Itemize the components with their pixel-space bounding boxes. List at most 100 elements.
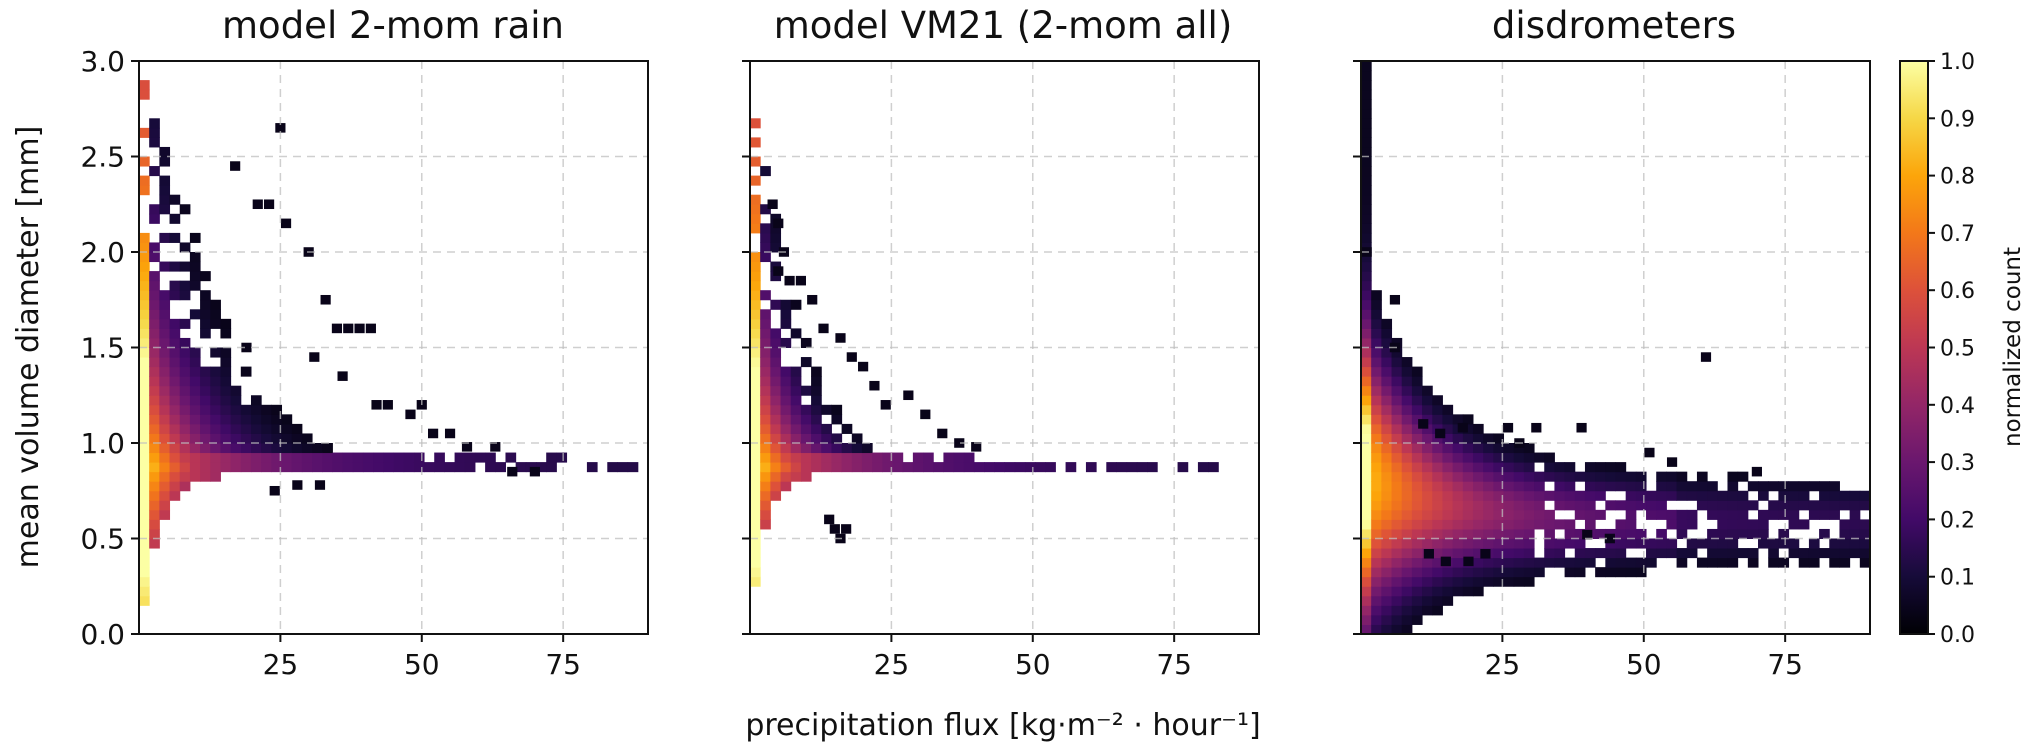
heatmap-cell <box>1615 500 1627 511</box>
heatmap-cell <box>1371 528 1382 539</box>
heatmap-cell <box>750 366 761 377</box>
heatmap-cell <box>1422 509 1433 520</box>
heatmap-cell <box>1859 500 1871 511</box>
heatmap-cell <box>159 385 171 396</box>
heatmap-cell <box>139 519 150 530</box>
heatmap-cell <box>1747 519 1759 530</box>
heatmap-cell <box>1483 443 1494 454</box>
heatmap-cell <box>1411 538 1423 549</box>
heatmap-cell <box>1625 538 1637 549</box>
heatmap-cell <box>1788 509 1800 520</box>
heatmap-cell <box>1676 528 1688 539</box>
heatmap-cell <box>159 509 171 520</box>
heatmap-cell <box>230 161 241 171</box>
heatmap-cell <box>220 462 232 473</box>
heatmap-cell <box>149 509 160 520</box>
heatmap-cell <box>1361 347 1372 358</box>
heatmap-cell <box>393 452 405 463</box>
heatmap-cell <box>1686 548 1698 559</box>
heatmap-cell <box>1401 595 1413 606</box>
heatmap-cells <box>750 118 1219 587</box>
heatmap-cell <box>179 395 191 406</box>
heatmap-cell <box>1819 509 1830 520</box>
heatmap-cell <box>149 242 160 253</box>
heatmap-cell <box>240 366 252 377</box>
heatmap-cell <box>750 395 761 406</box>
heatmap-cell <box>1361 252 1372 263</box>
heatmap-cell <box>1635 500 1647 511</box>
heatmap-cell <box>831 414 843 425</box>
heatmap-cell <box>750 337 761 348</box>
plot-frame <box>1360 60 1871 635</box>
heatmap-cell <box>1401 576 1413 587</box>
heatmap-cell <box>1808 509 1820 520</box>
heatmap-cell <box>750 443 761 454</box>
heatmap-cell <box>149 395 160 406</box>
heatmap-cell <box>790 423 802 434</box>
heatmap-cell <box>1065 462 1077 473</box>
heatmap-cell <box>464 452 476 463</box>
heatmap-cell <box>200 414 211 425</box>
heatmap-cell <box>1615 557 1627 568</box>
heatmap-cell <box>1371 481 1382 492</box>
heatmap-cell <box>760 423 771 434</box>
heatmap-cell <box>831 433 843 444</box>
heatmap-cell <box>767 199 778 210</box>
heatmap-cell <box>760 471 771 482</box>
heatmap-cell <box>750 194 761 205</box>
heatmap-cell <box>1798 481 1810 492</box>
heatmap-cell <box>220 395 232 406</box>
heatmap-cell <box>1635 481 1647 492</box>
heatmap-cell <box>1523 576 1535 587</box>
heatmap-cell <box>1534 519 1545 530</box>
heatmap-cell <box>1778 490 1790 501</box>
heatmap-cell <box>1452 509 1464 520</box>
heatmap-cells <box>1361 61 1871 635</box>
heatmap-cell <box>200 299 211 310</box>
heatmap-cell <box>1605 500 1616 511</box>
heatmap-cell <box>760 252 771 263</box>
heatmap-cell <box>189 232 201 243</box>
heatmap-cell <box>1411 576 1423 587</box>
heatmap-cell <box>269 485 280 496</box>
heatmap-cell <box>529 466 540 477</box>
heatmap-cell <box>149 290 160 301</box>
heatmap-cell <box>1411 443 1423 454</box>
heatmap-cell <box>159 146 171 157</box>
heatmap-cell <box>159 490 171 501</box>
heatmap-cell <box>770 328 782 339</box>
heatmap-cell <box>1849 519 1861 530</box>
heatmap-cell <box>760 509 771 520</box>
heatmap-cell <box>1513 548 1525 559</box>
heatmap-cell <box>1381 509 1393 520</box>
heatmap-cell <box>1829 509 1840 520</box>
heatmap-cell <box>750 137 761 148</box>
heatmap-cell <box>139 586 150 597</box>
heatmap-cell <box>780 376 792 387</box>
panel-model-vm21: model VM21 (2-mom all) 25 50 75 <box>742 4 1260 681</box>
heatmap-cell <box>1442 528 1454 539</box>
heatmap-cell <box>1452 528 1464 539</box>
heatmap-cell <box>1564 490 1576 501</box>
heatmap-cell <box>1391 519 1403 530</box>
heatmap-cell <box>1391 376 1403 387</box>
heatmap-cell <box>1564 538 1576 549</box>
heatmap-cell <box>1480 549 1491 559</box>
heatmap-cell <box>1808 548 1820 559</box>
heatmap-cell <box>1432 528 1443 539</box>
heatmap-cell <box>371 400 382 410</box>
heatmap-cell <box>1656 481 1667 492</box>
heatmap-cell <box>220 357 232 368</box>
heatmap-cell <box>261 443 272 454</box>
heatmap-cell <box>1686 519 1698 530</box>
heatmap-cell <box>831 452 843 463</box>
heatmap-cell <box>1371 328 1382 339</box>
heatmap-cell <box>1737 528 1749 539</box>
heatmap-cell <box>1361 490 1372 501</box>
y-tick-label: 0.0 <box>80 618 125 651</box>
heatmap-cell <box>1472 528 1484 539</box>
heatmap-cell <box>750 175 761 186</box>
heatmap-cell <box>189 404 201 415</box>
heatmap-cell <box>1574 500 1586 511</box>
heatmap-cell <box>1411 528 1423 539</box>
